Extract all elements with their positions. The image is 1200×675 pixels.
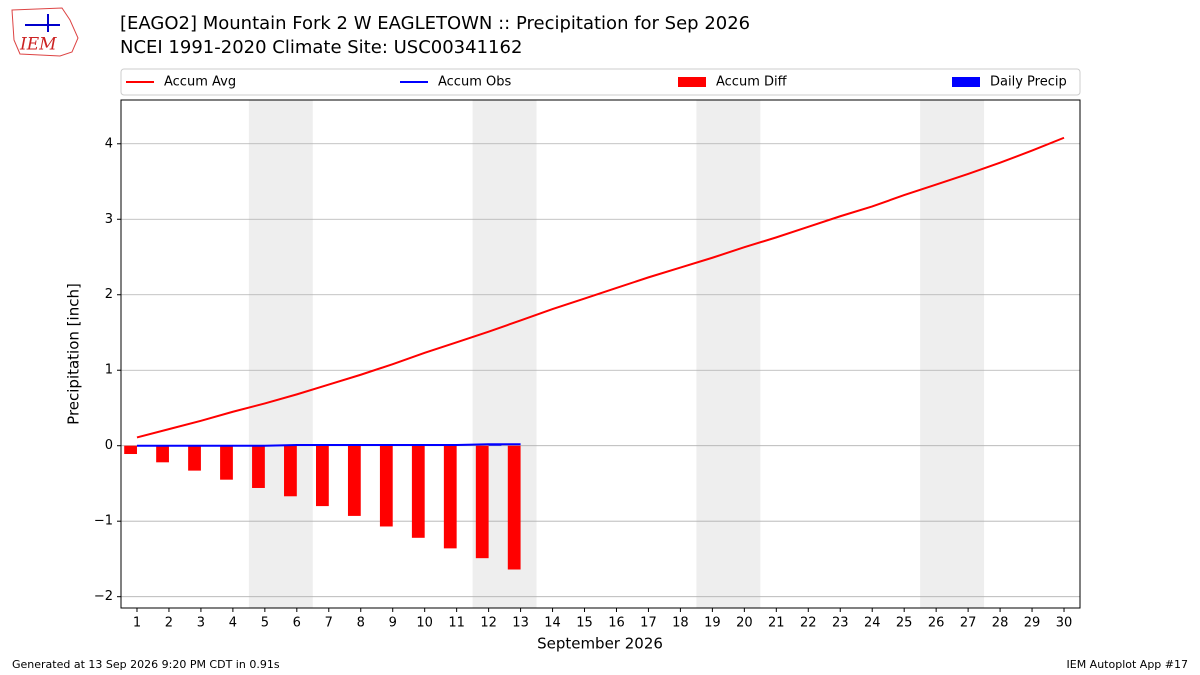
line: [136, 136, 1065, 439]
bar: [220, 445, 233, 480]
logo-text: IEM: [19, 35, 57, 55]
y-tick-label: −1: [94, 514, 113, 529]
x-tick-label: 30: [1056, 616, 1073, 631]
legend-frame: [120, 68, 1081, 96]
x-tick-label: 14: [544, 616, 561, 631]
legend-label: Accum Diff: [716, 75, 788, 90]
footer-left: Generated at 13 Sep 2026 9:20 PM CDT in …: [12, 658, 280, 671]
bar: [124, 445, 137, 455]
x-tick-label: 29: [1024, 616, 1041, 631]
x-tick-label: 15: [576, 616, 593, 631]
bar: [315, 445, 329, 507]
chart-title: [EAGO2] Mountain Fork 2 W EAGLETOWN :: P…: [120, 13, 750, 34]
y-tick-label: 0: [105, 438, 113, 453]
x-tick-label: 11: [448, 616, 465, 631]
x-tick-label: 18: [672, 616, 689, 631]
bar: [507, 445, 521, 570]
x-tick-label: 12: [480, 616, 497, 631]
x-tick-label: 5: [261, 616, 269, 631]
x-tick-label: 17: [640, 616, 657, 631]
y-tick-label: 4: [105, 136, 113, 151]
y-tick-label: −2: [94, 589, 113, 604]
legend-swatch: [678, 77, 706, 87]
weekend-shade: [920, 100, 985, 608]
weekend-shade: [248, 100, 313, 608]
x-tick-label: 28: [992, 616, 1009, 631]
legend-swatch: [952, 77, 980, 87]
legend-label: Daily Precip: [990, 75, 1067, 90]
logo: IEM: [11, 7, 79, 57]
logo-outline: [11, 7, 79, 57]
x-tick-label: 10: [416, 616, 433, 631]
y-axis-label: Precipitation [inch]: [65, 283, 83, 425]
bar: [379, 445, 393, 527]
x-tick-label: 1: [133, 616, 141, 631]
footer-right: IEM Autoplot App #17: [1067, 658, 1189, 671]
bar: [156, 445, 169, 463]
x-tick-label: 9: [389, 616, 397, 631]
plot-frame: [120, 99, 1081, 609]
x-tick-label: 16: [608, 616, 625, 631]
bar: [252, 445, 265, 488]
bar: [284, 445, 297, 497]
weekend-shade: [696, 100, 761, 608]
bar: [488, 444, 502, 446]
x-axis-label: September 2026: [537, 635, 663, 653]
legend-label: Accum Avg: [164, 75, 236, 90]
bar: [475, 445, 489, 559]
bar: [411, 445, 425, 538]
x-tick-label: 7: [325, 616, 333, 631]
x-tick-label: 20: [736, 616, 753, 631]
y-tick-label: 2: [105, 287, 113, 302]
x-tick-label: 13: [512, 616, 529, 631]
bar: [347, 445, 361, 516]
x-tick-label: 22: [800, 616, 817, 631]
x-tick-label: 19: [704, 616, 721, 631]
x-tick-label: 4: [229, 616, 237, 631]
x-tick-label: 26: [928, 616, 945, 631]
x-tick-label: 27: [960, 616, 977, 631]
y-tick-label: 1: [105, 363, 113, 378]
x-tick-label: 25: [896, 616, 913, 631]
line: [136, 443, 521, 447]
x-tick-label: 6: [293, 616, 301, 631]
x-tick-label: 3: [197, 616, 205, 631]
x-tick-label: 8: [357, 616, 365, 631]
bar: [188, 445, 201, 471]
x-tick-label: 2: [165, 616, 173, 631]
bar: [443, 445, 457, 549]
y-tick-label: 3: [105, 212, 113, 227]
x-tick-label: 24: [864, 616, 881, 631]
x-tick-label: 23: [832, 616, 849, 631]
x-tick-label: 21: [768, 616, 785, 631]
legend-label: Accum Obs: [438, 75, 511, 90]
chart-subtitle: NCEI 1991-2020 Climate Site: USC00341162: [120, 37, 522, 58]
